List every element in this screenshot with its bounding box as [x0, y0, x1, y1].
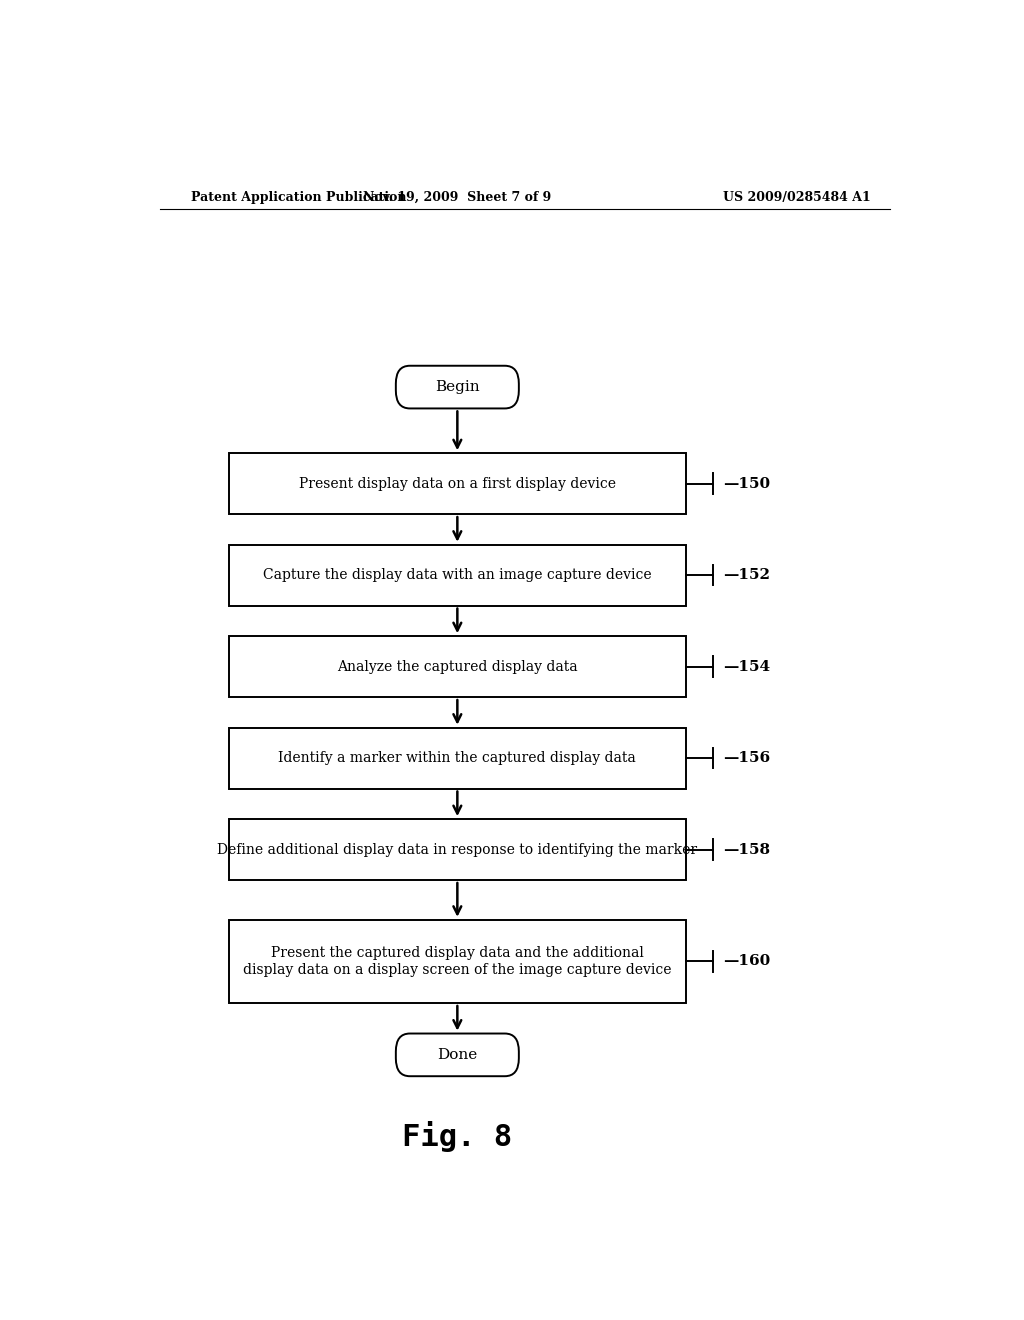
Text: Present the captured display data and the additional
display data on a display s: Present the captured display data and th… — [243, 945, 672, 977]
Text: Done: Done — [437, 1048, 477, 1061]
FancyBboxPatch shape — [229, 545, 685, 606]
Text: Nov. 19, 2009  Sheet 7 of 9: Nov. 19, 2009 Sheet 7 of 9 — [364, 190, 552, 203]
Text: Present display data on a first display device: Present display data on a first display … — [299, 477, 615, 491]
Text: —160: —160 — [723, 954, 770, 969]
Text: Begin: Begin — [435, 380, 479, 395]
Text: Define additional display data in response to identifying the marker: Define additional display data in respon… — [217, 842, 697, 857]
Text: —150: —150 — [723, 477, 770, 491]
Text: Fig. 8: Fig. 8 — [402, 1121, 512, 1151]
FancyBboxPatch shape — [229, 818, 685, 880]
Text: Capture the display data with an image capture device: Capture the display data with an image c… — [263, 568, 651, 582]
Text: Patent Application Publication: Patent Application Publication — [191, 190, 407, 203]
Text: —158: —158 — [723, 842, 770, 857]
FancyBboxPatch shape — [229, 920, 685, 1003]
Text: Identify a marker within the captured display data: Identify a marker within the captured di… — [279, 751, 636, 766]
FancyBboxPatch shape — [229, 727, 685, 788]
Text: US 2009/0285484 A1: US 2009/0285484 A1 — [723, 190, 871, 203]
FancyBboxPatch shape — [396, 366, 519, 408]
FancyBboxPatch shape — [229, 636, 685, 697]
Text: —156: —156 — [723, 751, 770, 766]
FancyBboxPatch shape — [396, 1034, 519, 1076]
Text: Analyze the captured display data: Analyze the captured display data — [337, 660, 578, 673]
Text: —152: —152 — [723, 568, 770, 582]
Text: —154: —154 — [723, 660, 770, 673]
FancyBboxPatch shape — [229, 453, 685, 515]
